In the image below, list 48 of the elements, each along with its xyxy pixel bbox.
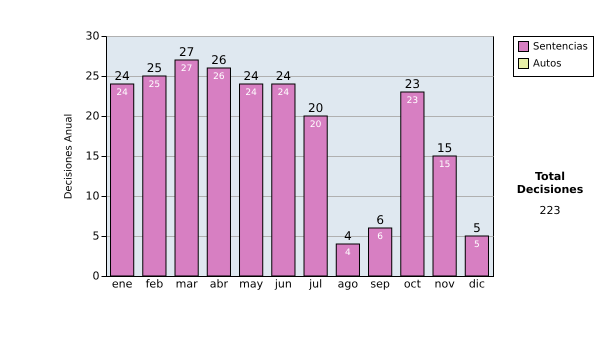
y-tick-label: 10 xyxy=(86,190,100,202)
data-label: 4 xyxy=(345,248,352,258)
data-label: 24 xyxy=(245,88,258,98)
total-label: 27 xyxy=(178,45,194,59)
text: 223 xyxy=(538,204,562,217)
total-label: 20 xyxy=(308,101,324,115)
x-tick-label: nov xyxy=(434,278,456,290)
total-label: 24 xyxy=(114,69,130,83)
x-tick-label: jul xyxy=(308,278,322,290)
x-tick-label: abr xyxy=(210,278,228,290)
legend-label: Sentencias xyxy=(533,42,588,52)
data-label: 15 xyxy=(438,160,450,170)
total-label: 24 xyxy=(243,69,259,83)
text: Total Decisiones xyxy=(516,170,584,196)
y-tick-label: 25 xyxy=(86,70,100,82)
data-label: 27 xyxy=(180,64,192,74)
y-tick-label: 20 xyxy=(86,110,100,122)
x-tick-label: oct xyxy=(404,278,422,290)
total-label: 23 xyxy=(404,77,420,91)
data-label: 26 xyxy=(213,72,225,82)
x-tick-label: jun xyxy=(274,278,292,290)
x-tick-label: dic xyxy=(468,278,485,290)
legend-label: Autos xyxy=(533,58,562,70)
total-label: 25 xyxy=(146,61,162,75)
data-label: 25 xyxy=(148,80,160,90)
y-tick-label: 30 xyxy=(86,30,100,42)
data-label: 23 xyxy=(406,96,418,106)
total-label: 4 xyxy=(344,229,352,243)
y-axis-title: Decisiones Anual xyxy=(64,114,75,200)
x-tick-label: ago xyxy=(338,278,358,290)
data-label: 5 xyxy=(474,240,480,250)
x-tick-label: mar xyxy=(176,278,198,290)
x-tick-label: sep xyxy=(370,278,390,290)
data-label: 6 xyxy=(377,232,384,242)
x-tick-label: may xyxy=(239,278,264,290)
x-tick-label: feb xyxy=(146,278,164,290)
total-label: 24 xyxy=(276,69,292,83)
total-label: 26 xyxy=(211,53,227,67)
y-tick-label: 15 xyxy=(86,150,100,162)
y-tick-label: 0 xyxy=(92,270,100,282)
data-label: 24 xyxy=(116,88,128,98)
total-label: 6 xyxy=(376,213,384,227)
y-tick-label: 5 xyxy=(92,230,100,242)
data-label: 24 xyxy=(278,88,290,98)
data-label: 20 xyxy=(310,120,322,130)
total-label: 5 xyxy=(473,221,481,235)
x-tick-label: ene xyxy=(112,278,133,290)
total-label: 15 xyxy=(436,141,452,155)
